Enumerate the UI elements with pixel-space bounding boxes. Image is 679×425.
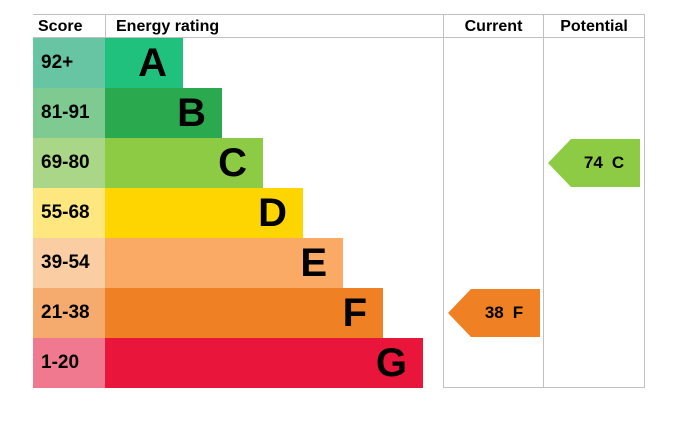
potential-value: 74 [583, 153, 603, 172]
score-range-label: 55-68 [33, 188, 105, 238]
header-energy-rating: Energy rating [105, 15, 443, 39]
rating-bar-c: C [105, 138, 263, 188]
rating-bar-e: E [105, 238, 343, 288]
epc-body: 92+ A 81-91 B 69-80 C 55-68 D 39-54 E 21… [33, 38, 645, 388]
score-range-label: 81-91 [33, 88, 105, 138]
score-range-label: 92+ [33, 38, 105, 88]
band-letter: C [218, 141, 247, 185]
rating-bar-d: D [105, 188, 303, 238]
potential-band-letter: C [611, 153, 625, 172]
header-current: Current [443, 15, 543, 39]
band-row-c: 69-80 C [33, 138, 443, 188]
header-potential: Potential [543, 15, 645, 39]
potential-column: 74 C [543, 38, 645, 388]
epc-chart: Score Energy rating Current Potential 92… [33, 14, 645, 388]
current-column: 38 F [443, 38, 543, 388]
band-row-g: 1-20 G [33, 338, 443, 388]
current-band-letter: F [512, 303, 524, 322]
rating-bar-a: A [105, 38, 183, 88]
score-range-label: 21-38 [33, 288, 105, 338]
band-letter: A [138, 41, 167, 85]
rating-bar-b: B [105, 88, 222, 138]
rating-bar-g: G [105, 338, 423, 388]
band-letter: E [300, 241, 327, 285]
band-row-d: 55-68 D [33, 188, 443, 238]
score-range-label: 39-54 [33, 238, 105, 288]
band-row-a: 92+ A [33, 38, 443, 88]
potential-arrow: 74 C [548, 139, 640, 187]
header-score: Score [38, 18, 83, 35]
rating-bar-f: F [105, 288, 383, 338]
band-letter: F [342, 291, 367, 335]
band-letter: D [258, 191, 287, 235]
band-letter: G [375, 341, 407, 385]
band-letter: B [177, 91, 206, 135]
score-range-label: 1-20 [33, 338, 105, 388]
score-range-label: 69-80 [33, 138, 105, 188]
band-row-b: 81-91 B [33, 88, 443, 138]
current-value: 38 [484, 303, 504, 322]
epc-header: Score Energy rating Current Potential [33, 14, 645, 39]
band-row-e: 39-54 E [33, 238, 443, 288]
current-arrow: 38 F [448, 289, 540, 337]
band-row-f: 21-38 F [33, 288, 443, 338]
